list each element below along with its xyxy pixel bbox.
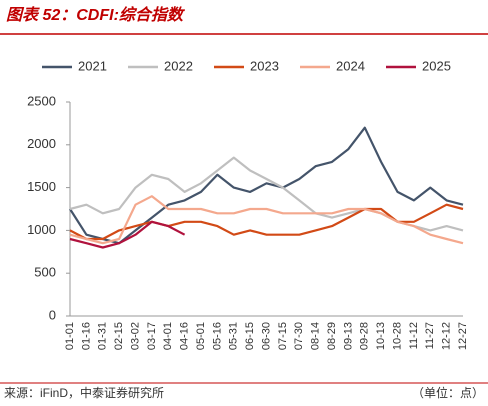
x-tick-label: 06-30	[260, 322, 272, 350]
legend-label: 2024	[336, 58, 365, 73]
y-tick-label: 2500	[27, 93, 56, 108]
x-tick-label: 05-16	[211, 322, 223, 350]
y-tick-label: 0	[49, 307, 56, 322]
source: 来源：iFinD，中泰证券研究所	[4, 385, 164, 400]
x-tick-label: 01-01	[64, 322, 76, 350]
x-tick-label: 12-12	[441, 322, 453, 350]
x-tick-label: 03-02	[129, 322, 141, 350]
x-tick-label: 10-28	[391, 322, 403, 350]
y-tick-label: 500	[34, 265, 56, 280]
chart-title: 图表 52：CDFI:综合指数	[6, 6, 186, 24]
legend-label: 2021	[78, 58, 107, 73]
x-tick-label: 05-31	[228, 322, 240, 350]
x-tick-label: 08-14	[310, 322, 322, 350]
unit: （单位：点）	[412, 385, 484, 400]
line-series	[69, 126, 464, 245]
legend-label: 2023	[250, 58, 279, 73]
legend-label: 2022	[164, 58, 193, 73]
y-tick-label: 1500	[27, 179, 56, 194]
y-tick-label: 1000	[27, 222, 56, 237]
x-tick-label: 05-01	[195, 322, 207, 350]
x-tick-label: 09-13	[342, 322, 354, 350]
x-tick-label: 01-16	[80, 322, 92, 350]
line-series	[69, 220, 186, 249]
x-tick-label: 12-27	[457, 322, 469, 350]
x-tick-label: 11-12	[408, 322, 420, 349]
line-series	[69, 195, 464, 245]
x-tick-label: 04-01	[162, 322, 174, 350]
x-tick-label: 07-30	[293, 322, 305, 350]
x-tick-label: 04-16	[179, 322, 191, 350]
x-tick-label: 01-31	[97, 322, 109, 350]
x-tick-label: 09-28	[359, 322, 371, 350]
x-tick-label: 06-15	[244, 322, 256, 350]
x-tick-label: 08-29	[326, 322, 338, 350]
y-tick-label: 2000	[27, 136, 56, 151]
x-tick-label: 11-27	[424, 322, 436, 349]
x-tick-label: 07-15	[277, 322, 289, 350]
x-tick-label: 10-13	[375, 322, 387, 350]
x-tick-label: 02-15	[113, 322, 125, 350]
legend-label: 2025	[422, 58, 451, 73]
x-tick-label: 03-17	[146, 322, 158, 350]
